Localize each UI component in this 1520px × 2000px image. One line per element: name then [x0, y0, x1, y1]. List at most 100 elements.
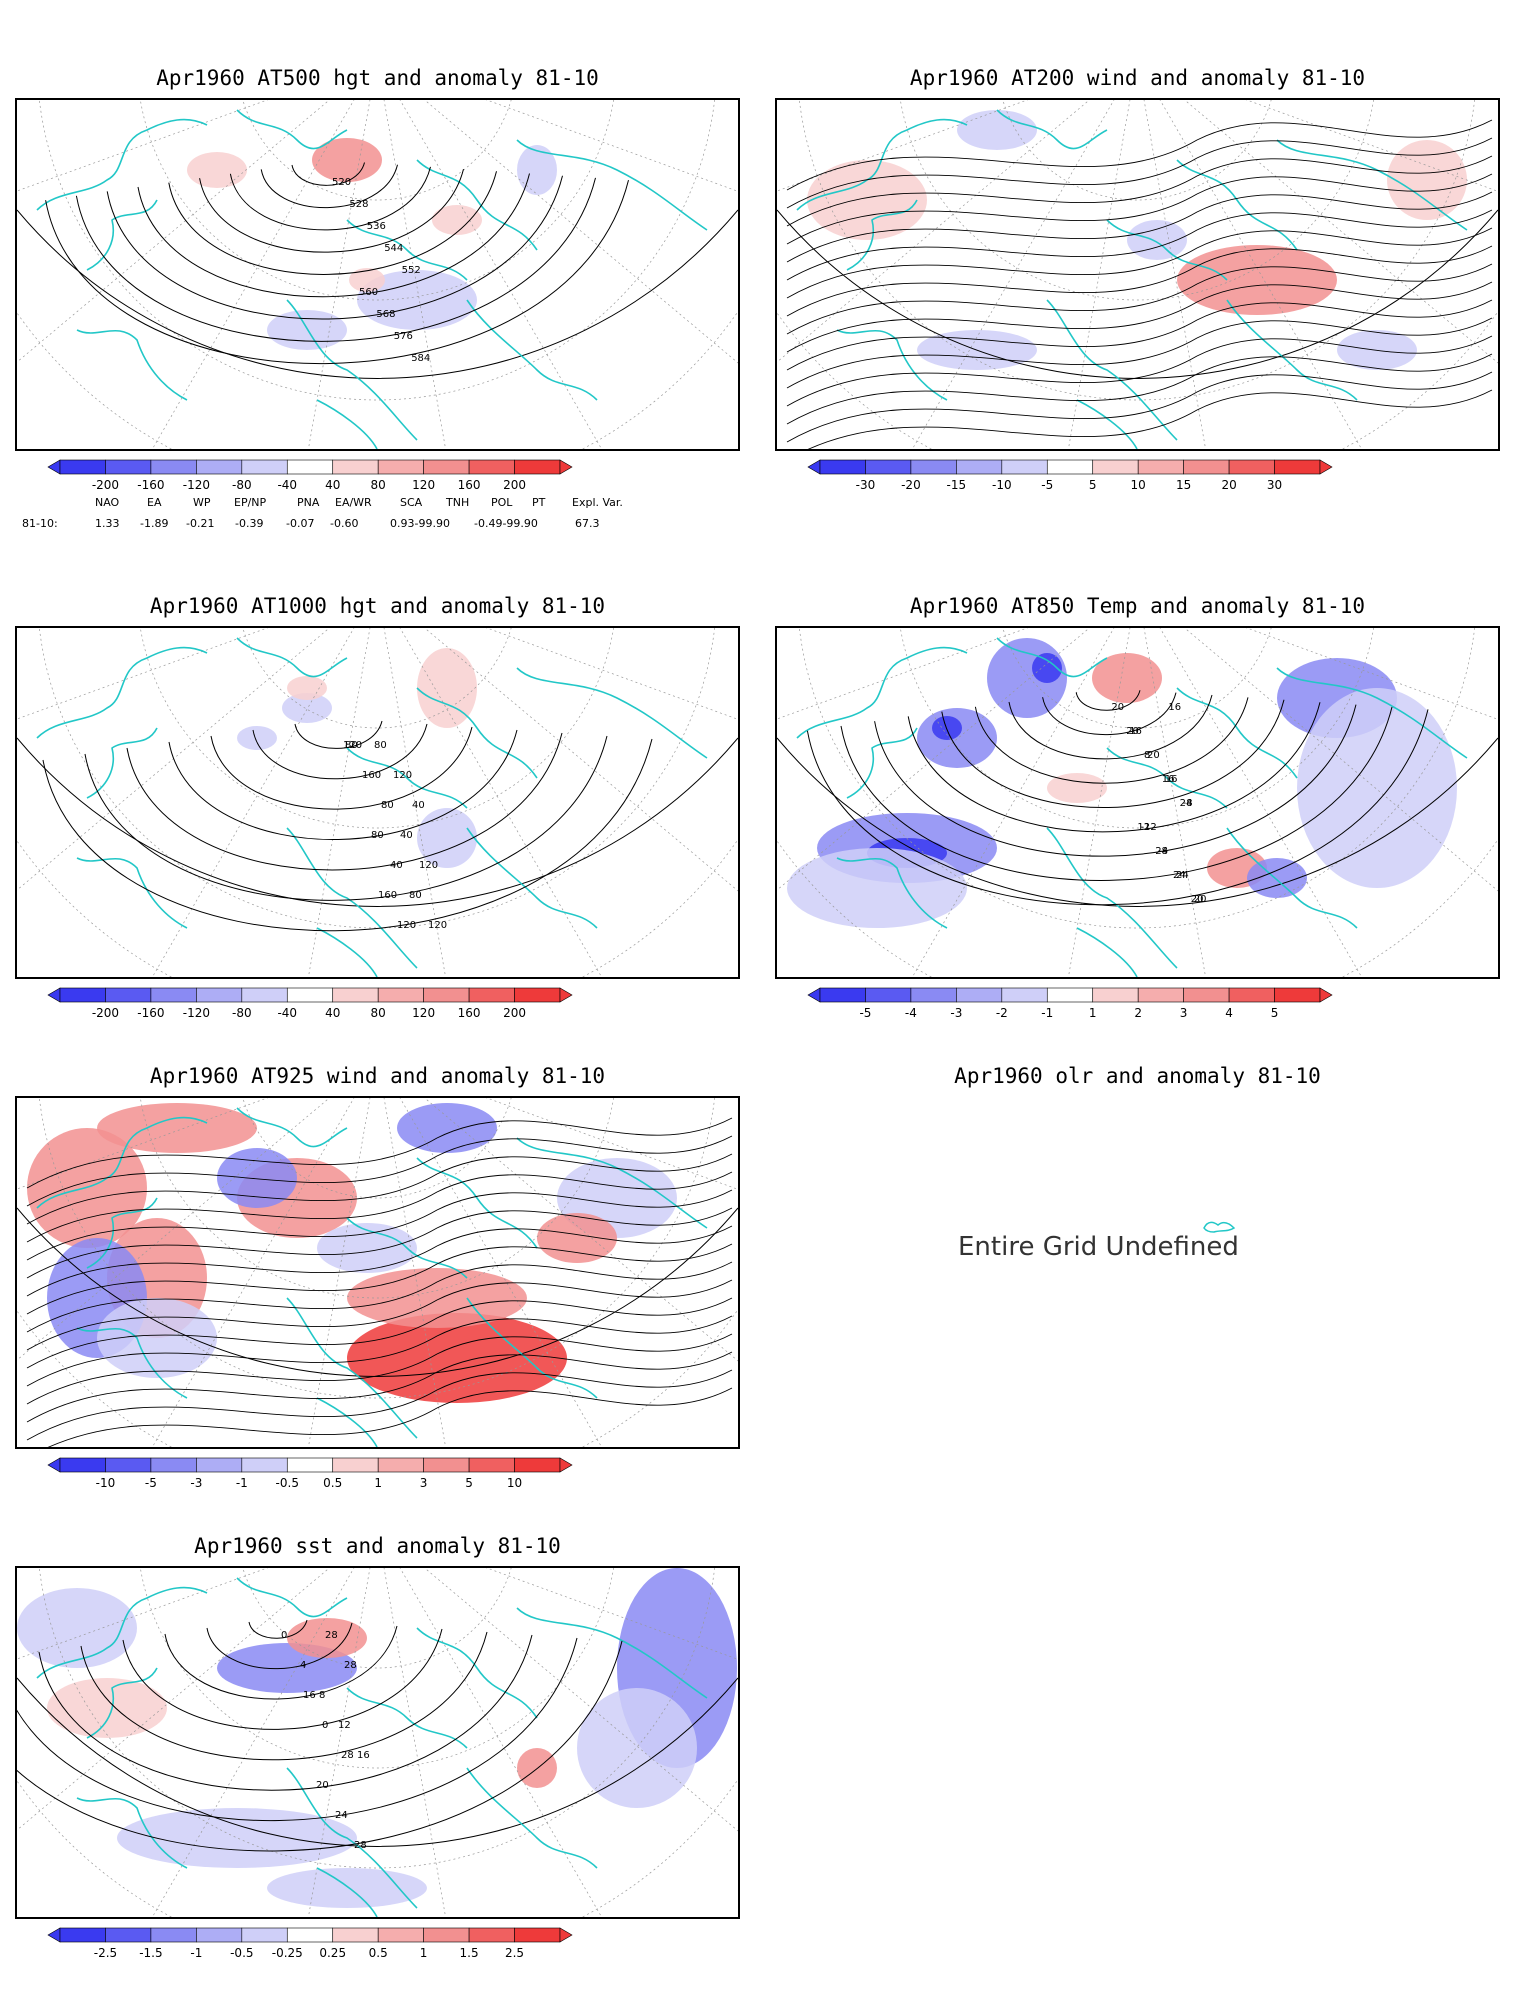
colorbar-segment — [1046, 987, 1094, 1003]
anomaly-area — [117, 1808, 357, 1868]
coastline — [1226, 827, 1358, 929]
anomaly-area — [787, 848, 967, 928]
colorbar-tick-label: -40 — [277, 1006, 298, 1020]
meridian — [399, 1568, 602, 1917]
contour-line — [941, 699, 1285, 808]
contour-label: 16 — [357, 1750, 370, 1761]
latitude-circle — [39, 100, 715, 401]
colorbar-tick-label: -200 — [91, 1006, 120, 1020]
contour-line — [84, 735, 608, 901]
colorbar-segment — [468, 459, 515, 475]
contour-label: 544 — [384, 243, 403, 254]
index-name-explvar: Expl. Var. — [572, 496, 623, 509]
coastline — [76, 1797, 188, 1869]
colorbar-segment — [819, 987, 866, 1003]
coastlines — [36, 637, 708, 977]
index-name-tnh: TNH — [446, 496, 470, 509]
colorbar-segment — [105, 987, 152, 1003]
colorbar-segment — [332, 459, 379, 475]
anomaly-area — [932, 716, 962, 740]
streamline — [786, 245, 1493, 317]
streamline — [786, 209, 1493, 281]
colorbar-tick-label: -160 — [137, 478, 165, 492]
colorbar-tick-label: 200 — [503, 1006, 526, 1020]
contour-line — [122, 1628, 443, 1730]
colorbar-tick-label: -160 — [137, 1006, 165, 1020]
coastline — [416, 687, 538, 779]
map-at850: 20 16 20 16 -8 -12 -4 24 20 16 20 8 16 24 12 28 24 20 — [775, 626, 1500, 979]
anomaly-area — [347, 1268, 527, 1328]
streamline — [786, 317, 1493, 389]
streamline — [786, 353, 1493, 425]
streamline — [26, 1315, 733, 1387]
coastline — [346, 1217, 468, 1279]
meridian — [1143, 100, 1206, 449]
coastline — [236, 1107, 348, 1148]
meridian — [383, 100, 446, 449]
colorbar-segment — [1046, 459, 1094, 475]
contour-lines — [17, 1619, 623, 1852]
colorbar-tick-label: 10 — [506, 1476, 523, 1490]
streamline — [786, 155, 1493, 227]
coastline — [76, 857, 188, 929]
colorbar-segment — [196, 459, 243, 475]
colorbar-tick-label: -0.5 — [275, 1476, 299, 1490]
colorbar-segment — [956, 987, 1003, 1003]
colorbar-tick-label: 1.5 — [459, 1946, 479, 1960]
colorbar-segment — [150, 1927, 197, 1943]
streamline — [26, 1369, 733, 1441]
index-value-nao: 1.33 — [95, 517, 120, 530]
colorbar-tick-labels: -10 -5 -3 -1 -0.5 0.5 1 3 5 10 — [60, 1476, 700, 1492]
contour-label: 16 — [303, 1690, 316, 1701]
colorbar-tick-label: -20 — [901, 478, 921, 492]
anomaly-shading — [187, 138, 557, 350]
anomaly-area — [97, 1103, 257, 1153]
contour-label: 0 — [322, 1720, 328, 1731]
panel-title: Apr1960 AT925 wind and anomaly 81-10 — [149, 1064, 606, 1088]
meridian — [424, 100, 738, 364]
coastline — [86, 199, 158, 271]
colorbar-segment — [150, 987, 197, 1003]
panel-at925: Apr1960 AT925 wind and anomaly 81-10 -10… — [0, 1010, 760, 1490]
contour-label: 160 — [362, 770, 381, 781]
map-at500-svg: 520 528 536 544 552 560 568 576 584 — [17, 100, 738, 449]
contour-label: -8 — [1183, 798, 1193, 809]
colorbar-svg — [47, 459, 573, 475]
coastline — [76, 329, 188, 401]
contour-line — [874, 704, 1357, 857]
meridian — [1068, 100, 1131, 449]
contour-label: 20 — [1147, 750, 1160, 761]
streamline — [26, 1333, 733, 1405]
map-at200-svg — [777, 100, 1498, 449]
panel-sst: Apr1960 sst and anomaly 81-10 0 4 8 12 16 20 2… — [0, 1480, 760, 2000]
colorbar-segment — [286, 1457, 334, 1473]
contour-lines — [45, 162, 629, 365]
meridian — [383, 628, 446, 977]
contour-line — [17, 1640, 623, 1852]
coastline — [516, 1607, 708, 1699]
index-value-epnp: -0.39 — [235, 517, 264, 530]
colorbar-arrow-right — [559, 1457, 573, 1473]
colorbar-tick-label: -5 — [859, 1006, 872, 1020]
colorbar-segment — [1228, 459, 1275, 475]
contour-line — [38, 1634, 533, 1791]
colorbar-segment — [514, 987, 561, 1003]
contour-label: -4 — [1158, 846, 1168, 857]
streamline — [786, 299, 1493, 371]
colorbar-tick-label: -5 — [144, 1476, 157, 1490]
index-name-nao: NAO — [95, 496, 120, 509]
coastline — [36, 118, 208, 211]
colorbar-tick-label: -200 — [91, 478, 120, 492]
latitude-circle — [900, 100, 1374, 301]
streamline — [786, 371, 1493, 443]
colorbar-segment — [423, 1457, 470, 1473]
streamline — [786, 173, 1493, 245]
colorbar-segment — [286, 459, 334, 475]
colorbar-svg — [807, 459, 1333, 475]
coastline — [286, 1297, 418, 1439]
anomaly-area — [349, 268, 385, 292]
hemisphere-edge — [777, 737, 1498, 907]
anomaly-area — [1047, 773, 1107, 803]
contour-line — [248, 1619, 308, 1639]
panel-title: Apr1960 sst and anomaly 81-10 — [194, 1534, 561, 1558]
